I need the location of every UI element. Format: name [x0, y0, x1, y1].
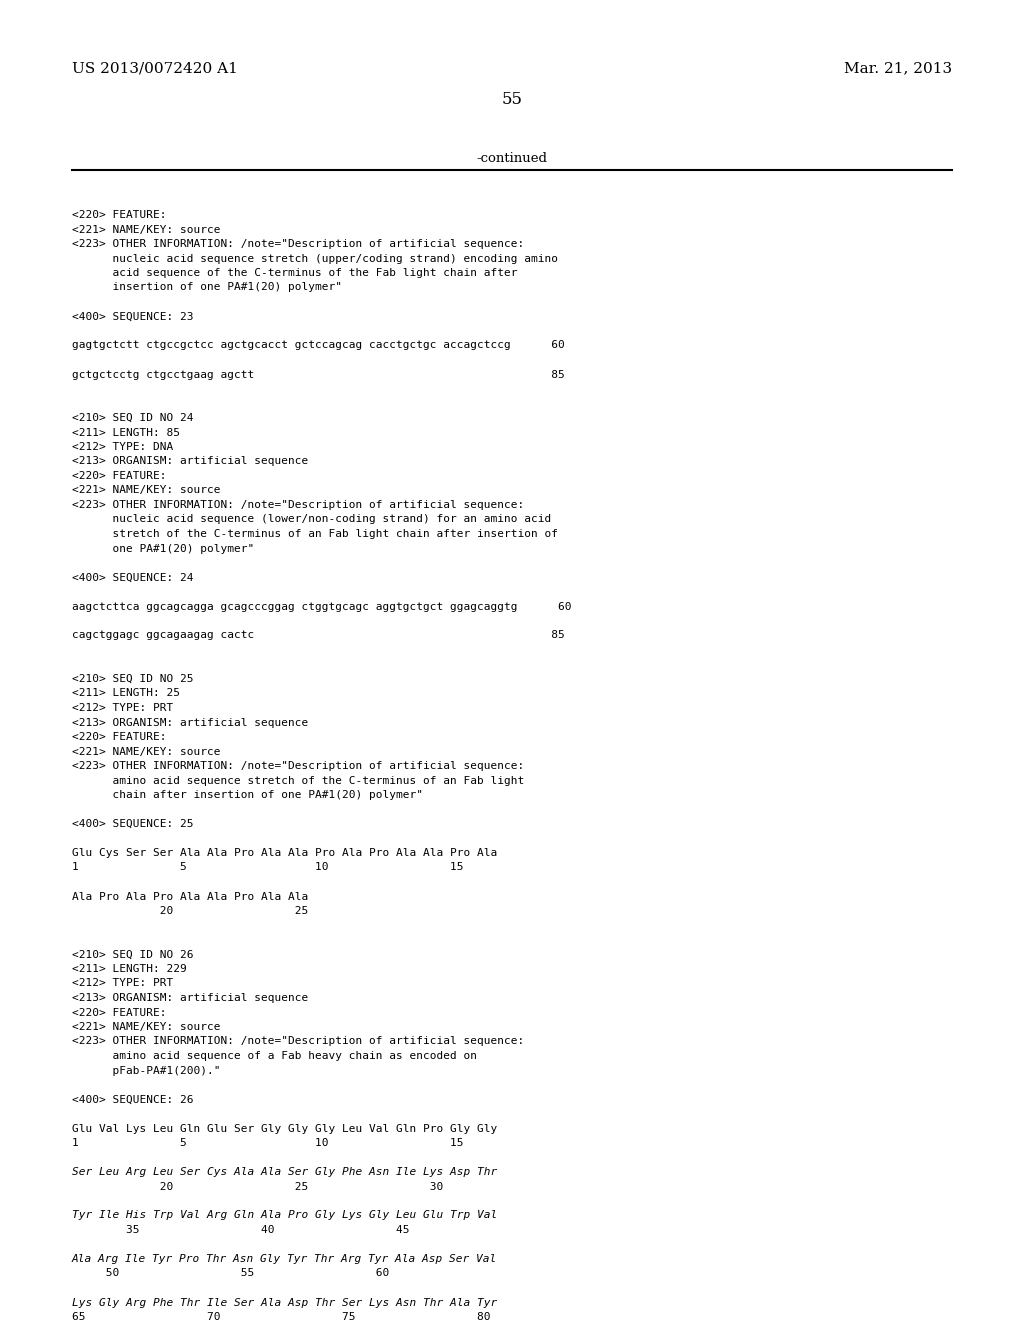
- Text: pFab-PA#1(200).": pFab-PA#1(200).": [72, 1065, 220, 1076]
- Text: <220> FEATURE:: <220> FEATURE:: [72, 471, 167, 480]
- Text: <220> FEATURE:: <220> FEATURE:: [72, 1007, 167, 1018]
- Text: insertion of one PA#1(20) polymer": insertion of one PA#1(20) polymer": [72, 282, 342, 293]
- Text: Lys Gly Arg Phe Thr Ile Ser Ala Asp Thr Ser Lys Asn Thr Ala Tyr: Lys Gly Arg Phe Thr Ile Ser Ala Asp Thr …: [72, 1298, 498, 1308]
- Text: 65                  70                  75                  80: 65 70 75 80: [72, 1312, 490, 1320]
- Text: <221> NAME/KEY: source: <221> NAME/KEY: source: [72, 224, 220, 235]
- Text: <211> LENGTH: 25: <211> LENGTH: 25: [72, 689, 180, 698]
- Text: gctgctcctg ctgcctgaag agctt                                            85: gctgctcctg ctgcctgaag agctt 85: [72, 370, 565, 380]
- Text: US 2013/0072420 A1: US 2013/0072420 A1: [72, 61, 238, 75]
- Text: acid sequence of the C-terminus of the Fab light chain after: acid sequence of the C-terminus of the F…: [72, 268, 517, 279]
- Text: <221> NAME/KEY: source: <221> NAME/KEY: source: [72, 1022, 220, 1032]
- Text: one PA#1(20) polymer": one PA#1(20) polymer": [72, 544, 254, 553]
- Text: <400> SEQUENCE: 24: <400> SEQUENCE: 24: [72, 573, 194, 582]
- Text: <220> FEATURE:: <220> FEATURE:: [72, 210, 167, 220]
- Text: <212> TYPE: DNA: <212> TYPE: DNA: [72, 442, 173, 451]
- Text: amino acid sequence stretch of the C-terminus of an Fab light: amino acid sequence stretch of the C-ter…: [72, 776, 524, 785]
- Text: 1               5                   10                  15: 1 5 10 15: [72, 862, 464, 873]
- Text: <211> LENGTH: 85: <211> LENGTH: 85: [72, 428, 180, 437]
- Text: <212> TYPE: PRT: <212> TYPE: PRT: [72, 978, 173, 989]
- Text: 20                  25                  30: 20 25 30: [72, 1181, 443, 1192]
- Text: 50                  55                  60: 50 55 60: [72, 1269, 389, 1279]
- Text: gagtgctctt ctgccgctcc agctgcacct gctccagcag cacctgctgc accagctccg      60: gagtgctctt ctgccgctcc agctgcacct gctccag…: [72, 341, 565, 351]
- Text: nucleic acid sequence (lower/non-coding strand) for an amino acid: nucleic acid sequence (lower/non-coding …: [72, 515, 551, 524]
- Text: <210> SEQ ID NO 24: <210> SEQ ID NO 24: [72, 413, 194, 422]
- Text: chain after insertion of one PA#1(20) polymer": chain after insertion of one PA#1(20) po…: [72, 789, 423, 800]
- Text: <221> NAME/KEY: source: <221> NAME/KEY: source: [72, 747, 220, 756]
- Text: Mar. 21, 2013: Mar. 21, 2013: [844, 61, 952, 75]
- Text: <211> LENGTH: 229: <211> LENGTH: 229: [72, 964, 186, 974]
- Text: <213> ORGANISM: artificial sequence: <213> ORGANISM: artificial sequence: [72, 457, 308, 466]
- Text: Glu Cys Ser Ser Ala Ala Pro Ala Ala Pro Ala Pro Ala Ala Pro Ala: Glu Cys Ser Ser Ala Ala Pro Ala Ala Pro …: [72, 847, 498, 858]
- Text: Glu Val Lys Leu Gln Glu Ser Gly Gly Gly Leu Val Gln Pro Gly Gly: Glu Val Lys Leu Gln Glu Ser Gly Gly Gly …: [72, 1123, 498, 1134]
- Text: <212> TYPE: PRT: <212> TYPE: PRT: [72, 704, 173, 713]
- Text: Ala Arg Ile Tyr Pro Thr Asn Gly Tyr Thr Arg Tyr Ala Asp Ser Val: Ala Arg Ile Tyr Pro Thr Asn Gly Tyr Thr …: [72, 1254, 498, 1265]
- Text: <223> OTHER INFORMATION: /note="Description of artificial sequence:: <223> OTHER INFORMATION: /note="Descript…: [72, 1036, 524, 1047]
- Text: stretch of the C-terminus of an Fab light chain after insertion of: stretch of the C-terminus of an Fab ligh…: [72, 529, 558, 539]
- Text: <210> SEQ ID NO 25: <210> SEQ ID NO 25: [72, 675, 194, 684]
- Text: nucleic acid sequence stretch (upper/coding strand) encoding amino: nucleic acid sequence stretch (upper/cod…: [72, 253, 558, 264]
- Text: Ser Leu Arg Leu Ser Cys Ala Ala Ser Gly Phe Asn Ile Lys Asp Thr: Ser Leu Arg Leu Ser Cys Ala Ala Ser Gly …: [72, 1167, 498, 1177]
- Text: Tyr Ile His Trp Val Arg Gln Ala Pro Gly Lys Gly Leu Glu Trp Val: Tyr Ile His Trp Val Arg Gln Ala Pro Gly …: [72, 1210, 498, 1221]
- Text: aagctcttca ggcagcagga gcagcccggag ctggtgcagc aggtgctgct ggagcaggtg      60: aagctcttca ggcagcagga gcagcccggag ctggtg…: [72, 602, 571, 611]
- Text: <223> OTHER INFORMATION: /note="Description of artificial sequence:: <223> OTHER INFORMATION: /note="Descript…: [72, 500, 524, 510]
- Text: <221> NAME/KEY: source: <221> NAME/KEY: source: [72, 486, 220, 495]
- Text: <400> SEQUENCE: 25: <400> SEQUENCE: 25: [72, 818, 194, 829]
- Text: 55: 55: [502, 91, 522, 108]
- Text: Ala Pro Ala Pro Ala Ala Pro Ala Ala: Ala Pro Ala Pro Ala Ala Pro Ala Ala: [72, 891, 308, 902]
- Text: 35                  40                  45: 35 40 45: [72, 1225, 410, 1236]
- Text: cagctggagc ggcagaagag cactc                                            85: cagctggagc ggcagaagag cactc 85: [72, 631, 565, 640]
- Text: <223> OTHER INFORMATION: /note="Description of artificial sequence:: <223> OTHER INFORMATION: /note="Descript…: [72, 762, 524, 771]
- Text: 20                  25: 20 25: [72, 906, 308, 916]
- Text: -continued: -continued: [476, 152, 548, 165]
- Text: <400> SEQUENCE: 26: <400> SEQUENCE: 26: [72, 1094, 194, 1105]
- Text: <213> ORGANISM: artificial sequence: <213> ORGANISM: artificial sequence: [72, 993, 308, 1003]
- Text: amino acid sequence of a Fab heavy chain as encoded on: amino acid sequence of a Fab heavy chain…: [72, 1051, 477, 1061]
- Text: <213> ORGANISM: artificial sequence: <213> ORGANISM: artificial sequence: [72, 718, 308, 727]
- Text: 1               5                   10                  15: 1 5 10 15: [72, 1138, 464, 1148]
- Text: <210> SEQ ID NO 26: <210> SEQ ID NO 26: [72, 949, 194, 960]
- Text: <400> SEQUENCE: 23: <400> SEQUENCE: 23: [72, 312, 194, 322]
- Text: <220> FEATURE:: <220> FEATURE:: [72, 733, 167, 742]
- Text: <223> OTHER INFORMATION: /note="Description of artificial sequence:: <223> OTHER INFORMATION: /note="Descript…: [72, 239, 524, 249]
